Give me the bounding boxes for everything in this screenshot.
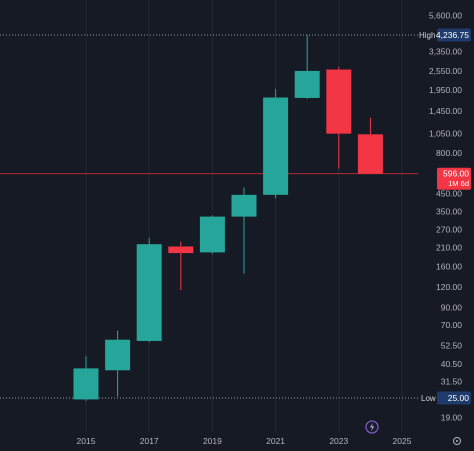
y-tick-label: 1,950.00 <box>429 85 462 95</box>
y-tick-label: 450.00 <box>436 189 462 199</box>
low-value-box <box>437 391 471 405</box>
y-tick-label: 800.00 <box>436 148 462 158</box>
candle-body <box>73 368 99 400</box>
low-label: Low <box>421 394 436 403</box>
candle-2020[interactable] <box>231 187 257 274</box>
candle-body <box>263 97 289 195</box>
x-tick-label: 2015 <box>77 436 96 446</box>
candle-2018[interactable] <box>168 241 194 291</box>
candle-2019[interactable] <box>199 215 225 254</box>
y-tick-label: 19.00 <box>441 412 463 422</box>
y-axis: 19.00 31.50 40.50 52.50 70.00 90.00 120.00 160.… <box>429 10 462 422</box>
low-value: 25.00 <box>448 393 470 403</box>
y-tick-label: 90.00 <box>441 302 463 312</box>
y-tick-label: 1,450.00 <box>429 106 462 116</box>
candle-2022[interactable] <box>294 35 320 99</box>
candle-2017[interactable] <box>136 238 162 343</box>
y-tick-label: 2,550.00 <box>429 66 462 76</box>
y-tick-label: 31.50 <box>441 377 463 387</box>
high-label: High <box>419 31 435 40</box>
last-price-countdown: 1M 6d <box>448 179 469 188</box>
settings-icon[interactable] <box>453 437 461 445</box>
high-value: 4,236.75 <box>436 30 469 40</box>
x-tick-label: 2023 <box>329 436 348 446</box>
x-tick-label: 2021 <box>266 436 285 446</box>
candle-2023[interactable] <box>326 66 352 169</box>
last-price-value: 596.00 <box>443 169 469 179</box>
y-tick-label: 5,600.00 <box>429 10 462 20</box>
candle-body <box>168 246 194 254</box>
candle-body <box>294 70 320 98</box>
candle-body <box>199 216 225 253</box>
candle-body <box>105 339 131 371</box>
x-axis: 2015 2017 2019 2021 2023 2025 <box>77 436 412 446</box>
x-tick-label: 2025 <box>393 436 412 446</box>
candle-2021[interactable] <box>263 88 289 199</box>
y-tick-label: 1,050.00 <box>429 129 462 139</box>
y-tick-label: 160.00 <box>436 262 462 272</box>
y-tick-label: 210.00 <box>436 242 462 252</box>
x-tick-label: 2019 <box>203 436 222 446</box>
y-tick-label: 120.00 <box>436 282 462 292</box>
y-tick-label: 40.50 <box>441 359 463 369</box>
last-price-box <box>437 167 471 190</box>
candle-body <box>231 194 257 217</box>
reference-lines <box>0 34 418 399</box>
y-tick-label: 52.50 <box>441 341 463 351</box>
candle-body <box>136 244 162 341</box>
lightning-icon[interactable] <box>365 420 379 434</box>
x-tick-label: 2017 <box>140 436 159 446</box>
high-value-box <box>437 28 471 42</box>
y-tick-label: 3,350.00 <box>429 47 462 57</box>
candles <box>73 35 383 401</box>
candle-2015[interactable] <box>73 356 99 401</box>
y-tick-label: 70.00 <box>441 320 463 330</box>
candle-2016[interactable] <box>105 330 131 397</box>
candle-2024[interactable] <box>357 117 383 174</box>
candle-body <box>357 134 383 174</box>
y-tick-label: 350.00 <box>436 206 462 216</box>
y-tick-label: 270.00 <box>436 225 462 235</box>
candle-body <box>326 69 352 134</box>
